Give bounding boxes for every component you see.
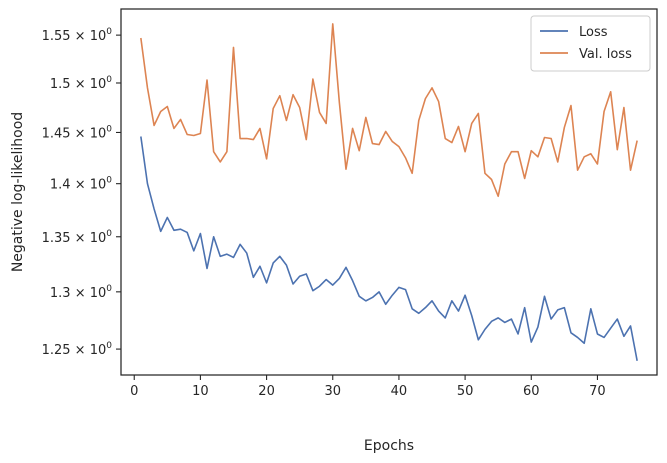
y-tick-label: 1.5 × 100 [50,75,112,92]
x-tick-label: 50 [457,384,474,399]
legend: Loss Val. loss [530,15,651,72]
x-axis-label: Epochs [364,438,414,454]
legend-label-val-loss: Val. loss [579,47,632,62]
series-line-loss [140,136,638,361]
x-tick-label: 0 [130,384,138,399]
y-tick-label: 1.25 × 100 [42,341,113,358]
x-tick-label: 70 [589,384,606,399]
x-tick-label: 30 [324,384,341,399]
y-tick-label: 1.55 × 100 [42,27,113,44]
y-tick-label: 1.4 × 100 [50,176,112,193]
series-line-val-loss [140,23,638,198]
legend-box [530,15,651,72]
y-axis-label: Negative log-likelihood [10,112,26,272]
x-tick-label: 20 [258,384,275,399]
x-tick-label: 60 [523,384,540,399]
y-axis-ticks: 1.25 × 100 1.3 × 100 1.35 × 100 1.4 × 100 1.… [42,27,121,358]
x-tick-label: 40 [391,384,408,399]
x-axis-ticks: 0 10 20 30 40 50 60 70 [130,375,606,399]
x-tick-label: 10 [192,384,209,399]
series-lines [140,23,638,361]
legend-label-loss: Loss [579,25,608,40]
y-tick-label: 1.35 × 100 [42,229,113,246]
y-tick-label: 1.3 × 100 [50,284,112,301]
y-tick-label: 1.45 × 100 [42,124,113,141]
